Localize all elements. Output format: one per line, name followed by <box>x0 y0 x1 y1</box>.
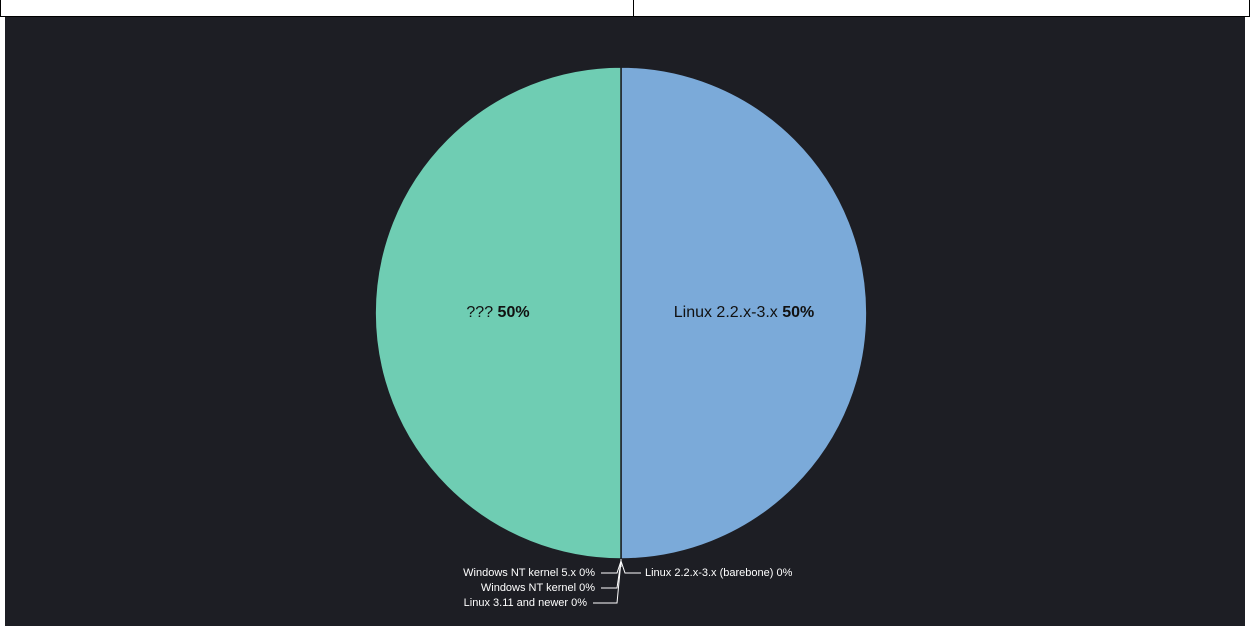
pie-slices <box>374 66 868 560</box>
slice-labels: Linux 2.2.x-3.x 50% Linux 2.2.x-3.x (bare… <box>463 304 814 609</box>
leader-line-linux-3-11-and-newer <box>593 560 622 604</box>
header-divider <box>633 0 634 17</box>
leader-line-linux-2-2-x-3-x-barebone <box>620 560 641 574</box>
slice-label-value: 50% <box>498 304 530 321</box>
pie-slice-unknown[interactable] <box>374 66 622 560</box>
outer-label-linux-3-11-and-newer: Linux 3.11 and newer 0% <box>464 597 588 609</box>
leader-line-windows-nt-kernel-5-x <box>601 560 622 574</box>
slice-label-name: ??? <box>466 304 497 321</box>
header-strip <box>0 0 1250 17</box>
slice-label-linux-2-2-x-3-x: Linux 2.2.x-3.x 50% <box>674 304 815 321</box>
pie-chart: Linux 2.2.x-3.x 50% Linux 2.2.x-3.x (bare… <box>374 66 868 609</box>
slice-label-unknown: ??? 50% <box>466 304 529 321</box>
outer-label-windows-nt-kernel: Windows NT kernel 0% <box>481 582 595 594</box>
slice-label-name: Linux 2.2.x-3.x <box>674 304 783 321</box>
leader-line-windows-nt-kernel <box>601 560 622 589</box>
leader-lines <box>593 559 641 604</box>
outer-label-windows-nt-kernel-5-x: Windows NT kernel 5.x 0% <box>463 567 595 579</box>
pie-slice-linux-2-2-x-3-x[interactable] <box>620 66 868 560</box>
slice-label-value: 50% <box>782 304 814 321</box>
outer-label-linux-2-2-x-3-x-barebone: Linux 2.2.x-3.x (barebone) 0% <box>645 567 793 579</box>
chart-panel: Linux 2.2.x-3.x 50% Linux 2.2.x-3.x (bare… <box>5 17 1245 626</box>
